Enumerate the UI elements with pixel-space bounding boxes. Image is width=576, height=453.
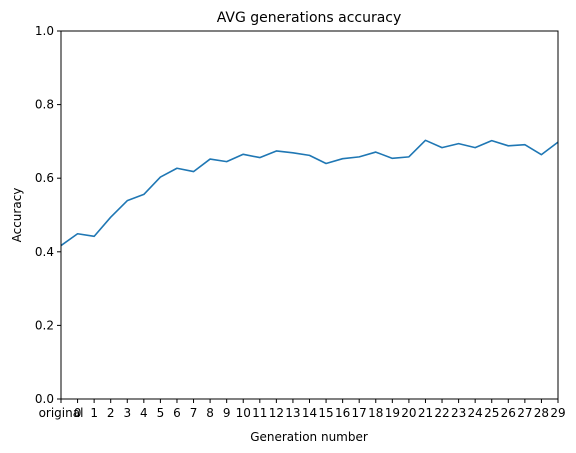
x-tick-label: 24 — [468, 406, 483, 420]
plot-frame — [60, 30, 559, 400]
x-tick-label: 8 — [206, 406, 214, 420]
y-axis-label: Accuracy — [10, 188, 24, 243]
x-tick-label: 15 — [318, 406, 333, 420]
x-tick-label: 11 — [252, 406, 267, 420]
x-tick-label: 21 — [418, 406, 433, 420]
x-tick-label: 10 — [236, 406, 251, 420]
x-tick-label: 17 — [352, 406, 367, 420]
x-tick-label: 27 — [517, 406, 532, 420]
x-tick-label: 26 — [501, 406, 516, 420]
x-tick-label: 29 — [550, 406, 565, 420]
chart-title: AVG generations accuracy — [217, 10, 402, 26]
x-tick-label: 20 — [401, 406, 416, 420]
x-tick-label: 18 — [368, 406, 383, 420]
x-tick-label: 22 — [434, 406, 449, 420]
y-tick-label: 0.0 — [35, 392, 54, 406]
y-tick-label: 0.6 — [35, 171, 54, 185]
x-tick-label: 19 — [385, 406, 400, 420]
x-tick-label: 2 — [107, 406, 115, 420]
x-tick-label: 4 — [140, 406, 148, 420]
x-axis-label: Generation number — [250, 430, 368, 444]
x-tick-label: 14 — [302, 406, 317, 420]
x-tick-label: 13 — [285, 406, 300, 420]
x-tick-label: 23 — [451, 406, 466, 420]
x-tick-label: 7 — [190, 406, 198, 420]
x-tick-label: 6 — [173, 406, 181, 420]
x-tick-label: 3 — [123, 406, 131, 420]
x-tick-label: 0 — [74, 406, 82, 420]
y-tick-label: 0.4 — [35, 245, 54, 259]
y-tick-label: 1.0 — [35, 24, 54, 38]
x-tick-label: 1 — [90, 406, 98, 420]
x-tick-label: 5 — [157, 406, 165, 420]
series-layer — [60, 139, 559, 247]
x-tick-label: original — [39, 406, 84, 420]
y-tick-label: 0.2 — [35, 318, 54, 332]
x-tick-label: 28 — [534, 406, 549, 420]
y-tick-label: 0.8 — [35, 98, 54, 112]
y-axis: 0.0 0.2 0.4 0.6 0.8 1.0 — [35, 24, 61, 406]
x-tick-label: 25 — [484, 406, 499, 420]
x-tick-label: 9 — [223, 406, 231, 420]
x-tick-label: 16 — [335, 406, 350, 420]
x-tick-label: 12 — [269, 406, 284, 420]
series-line — [60, 139, 559, 247]
